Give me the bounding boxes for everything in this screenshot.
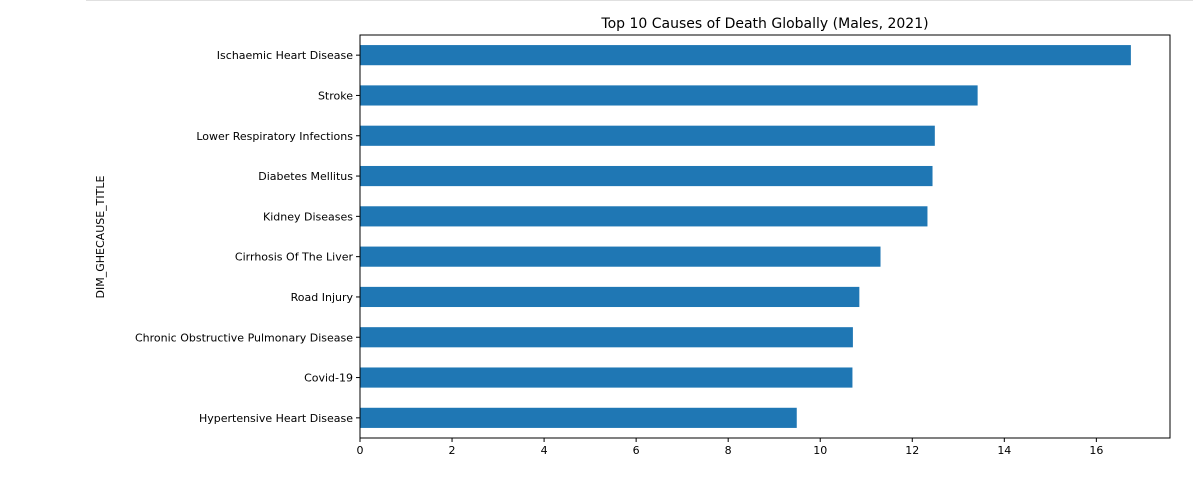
- bars-layer: [360, 45, 1131, 428]
- y-tick-label: Hypertensive Heart Disease: [199, 412, 353, 425]
- bar: [360, 85, 978, 106]
- x-tick-label: 6: [633, 444, 640, 457]
- bar: [360, 367, 853, 388]
- y-tick-label: Road Injury: [291, 291, 354, 304]
- y-axis-label: DIM_GHECAUSE_TITLE: [94, 176, 107, 299]
- bar: [360, 327, 853, 348]
- bar: [360, 286, 860, 308]
- y-tick-label: Chronic Obstructive Pulmonary Disease: [135, 331, 353, 344]
- x-tick-label: 4: [541, 444, 548, 457]
- y-ticks: Ischaemic Heart Disease Stroke Lower Respi…: [135, 49, 360, 425]
- x-tick-label: 8: [725, 444, 732, 457]
- bar: [360, 45, 1131, 66]
- x-tick-label: 14: [997, 444, 1011, 457]
- y-tick-label: Cirrhosis Of The Liver: [235, 251, 354, 264]
- x-tick-label: 12: [905, 444, 919, 457]
- x-tick-label: 2: [449, 444, 456, 457]
- bar: [360, 165, 933, 187]
- y-tick-label: Lower Respiratory Infections: [196, 130, 353, 143]
- x-tick-label: 16: [1089, 444, 1103, 457]
- x-tick-label: 0: [357, 444, 364, 457]
- x-tick-label: 10: [813, 444, 827, 457]
- chart-title: Top 10 Causes of Death Globally (Males, …: [600, 16, 928, 32]
- y-tick-label: Kidney Diseases: [263, 210, 353, 223]
- y-tick-label: Stroke: [318, 89, 353, 102]
- y-tick-label: Diabetes Mellitus: [258, 170, 353, 183]
- bar: [360, 246, 881, 267]
- plot-frame: [359, 34, 1171, 439]
- bar: [360, 407, 797, 428]
- y-tick-label: Covid-19: [304, 372, 353, 385]
- bar: [360, 206, 928, 227]
- y-tick-label: Ischaemic Heart Disease: [217, 49, 353, 62]
- bar: [360, 125, 935, 146]
- x-ticks: 0 2 4 6 8 10 12 14 16: [357, 438, 1103, 457]
